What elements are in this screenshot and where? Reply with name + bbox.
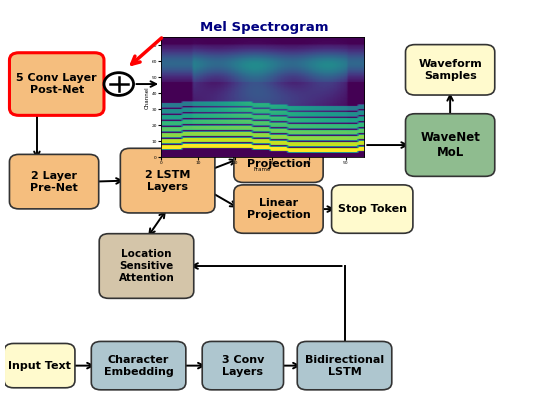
Text: Input Text: Input Text — [8, 361, 71, 370]
Text: Bidirectional
LSTM: Bidirectional LSTM — [305, 355, 384, 377]
FancyBboxPatch shape — [10, 154, 99, 209]
FancyBboxPatch shape — [234, 134, 323, 182]
FancyBboxPatch shape — [405, 114, 495, 176]
Text: Stop Token: Stop Token — [337, 204, 407, 214]
FancyBboxPatch shape — [10, 53, 104, 115]
Text: Linear
Projection: Linear Projection — [247, 147, 310, 169]
Circle shape — [104, 73, 134, 95]
FancyBboxPatch shape — [234, 185, 323, 233]
Text: 5 Conv Layer
Post-Net: 5 Conv Layer Post-Net — [17, 73, 97, 95]
Text: 2 LSTM
Layers: 2 LSTM Layers — [145, 170, 190, 192]
FancyBboxPatch shape — [332, 185, 413, 233]
FancyBboxPatch shape — [405, 44, 495, 95]
FancyBboxPatch shape — [91, 341, 186, 390]
FancyBboxPatch shape — [99, 234, 194, 298]
Text: Waveform
Samples: Waveform Samples — [418, 59, 482, 81]
FancyBboxPatch shape — [4, 344, 75, 388]
FancyBboxPatch shape — [120, 148, 215, 213]
Text: 2 Layer
Pre-Net: 2 Layer Pre-Net — [30, 171, 78, 193]
Text: Location
Sensitive
Attention: Location Sensitive Attention — [119, 249, 175, 283]
Text: Character
Embedding: Character Embedding — [104, 355, 174, 377]
Text: 3 Conv
Layers: 3 Conv Layers — [222, 355, 264, 377]
Text: Mel Spectrogram: Mel Spectrogram — [200, 21, 328, 33]
FancyBboxPatch shape — [202, 341, 284, 390]
Text: WaveNet
MoL: WaveNet MoL — [420, 131, 480, 159]
Text: Linear
Projection: Linear Projection — [247, 198, 310, 220]
FancyBboxPatch shape — [297, 341, 392, 390]
